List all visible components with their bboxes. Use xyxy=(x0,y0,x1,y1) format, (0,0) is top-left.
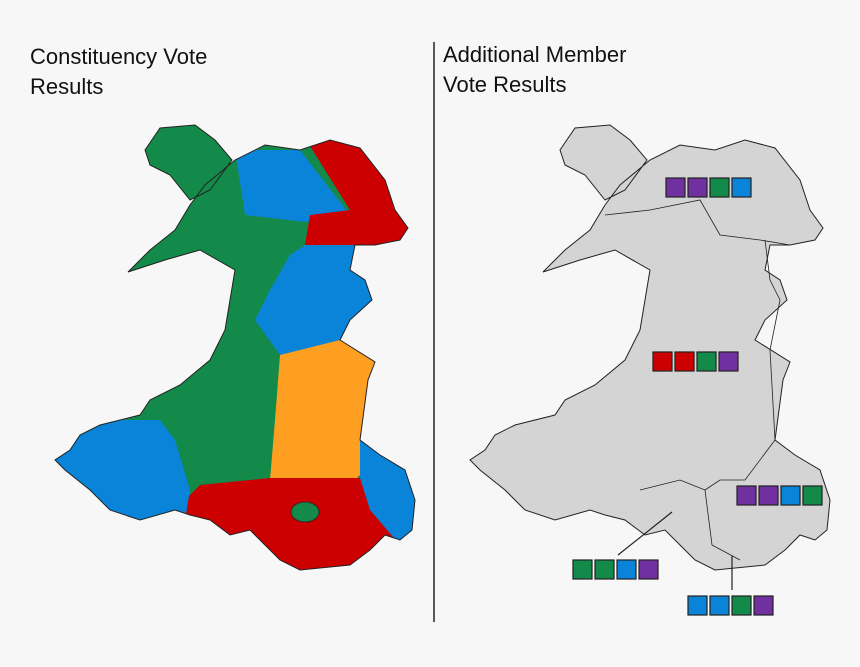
seat-squares xyxy=(572,177,823,616)
seat-square xyxy=(758,485,779,506)
right-title: Additional Member Vote Results xyxy=(443,42,633,97)
region-borders xyxy=(604,199,791,561)
seat-square xyxy=(616,559,637,580)
title-line: Additional Member xyxy=(443,42,626,67)
left-title: Constituency Vote Results xyxy=(30,44,213,99)
seat-square xyxy=(674,351,695,372)
seat-square xyxy=(594,559,615,580)
seat-square xyxy=(736,485,757,506)
title-line: Vote Results xyxy=(443,72,567,97)
seat-square xyxy=(753,595,774,616)
seat-square xyxy=(802,485,823,506)
seat-square xyxy=(665,177,686,198)
region xyxy=(290,501,320,523)
seat-square xyxy=(731,177,752,198)
seat-square xyxy=(652,351,673,372)
title-line: Results xyxy=(30,74,103,99)
leader-line xyxy=(617,511,673,556)
seat-square xyxy=(731,595,752,616)
title-line: Constituency Vote xyxy=(30,44,207,69)
seat-square xyxy=(696,351,717,372)
region xyxy=(235,150,350,222)
seat-square xyxy=(687,595,708,616)
seat-square xyxy=(709,595,730,616)
seat-square xyxy=(687,177,708,198)
seat-square xyxy=(572,559,593,580)
seat-square xyxy=(718,351,739,372)
seat-square xyxy=(780,485,801,506)
seat-square xyxy=(709,177,730,198)
seat-square xyxy=(638,559,659,580)
